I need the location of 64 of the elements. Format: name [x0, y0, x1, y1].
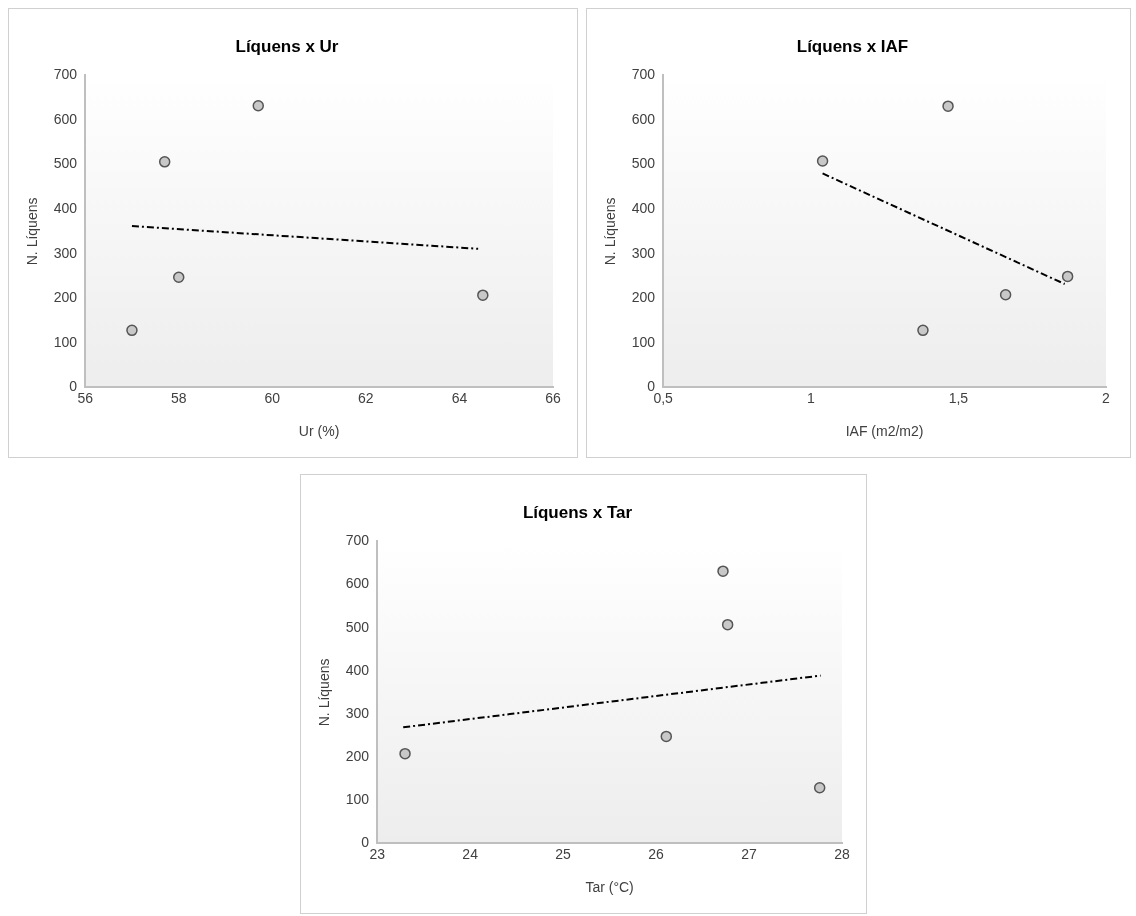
point — [126, 324, 138, 337]
y-tick-label: 500 — [345, 618, 370, 635]
x-tick-label: 23 — [369, 845, 386, 862]
y-tick-label: 200 — [631, 289, 656, 306]
y-tick-label: 400 — [631, 199, 656, 216]
y-tick-label: 200 — [53, 289, 78, 306]
chart-title: Líquens x IAF — [796, 36, 909, 56]
y-tick-label: 600 — [631, 110, 656, 127]
y-tick-label: 300 — [53, 244, 78, 261]
y-tick-label: 600 — [53, 110, 78, 127]
point — [717, 565, 729, 577]
x-tick-label: 0,5 — [653, 389, 674, 406]
point — [917, 324, 929, 337]
x-tick-label: 25 — [555, 845, 572, 862]
chart-title: Líquens x Tar — [522, 502, 633, 522]
y-tick-label: 500 — [53, 155, 78, 172]
x-tick-label: 56 — [77, 389, 94, 406]
y-tick-label: 700 — [345, 532, 370, 549]
y-tick-label: 0 — [69, 378, 78, 395]
y-tick-label: 200 — [345, 747, 370, 764]
x-axis-title: Ur (%) — [298, 423, 340, 440]
y-axis-title: N. Líquens — [24, 197, 41, 266]
point — [477, 289, 489, 301]
y-axis-title: N. Líquens — [602, 197, 619, 266]
y-tick-label: 100 — [53, 333, 78, 350]
point — [172, 271, 185, 284]
y-tick-label: 600 — [345, 575, 370, 592]
point — [721, 618, 734, 631]
point — [999, 288, 1012, 301]
y-tick-label: 300 — [345, 704, 370, 721]
x-tick-label: 66 — [545, 389, 561, 406]
x-tick-label: 24 — [462, 845, 479, 862]
point — [660, 730, 673, 743]
x-axis-title: IAF (m2/m2) — [845, 423, 924, 440]
point — [158, 156, 171, 168]
x-tick-label: 26 — [648, 845, 665, 862]
x-tick-label: 27 — [741, 845, 758, 862]
x-tick-label: 1 — [806, 389, 815, 406]
x-axis-title: Tar (°C) — [585, 879, 634, 896]
point — [1061, 270, 1074, 283]
x-tick-label: 64 — [451, 389, 468, 406]
y-tick-label: 700 — [53, 66, 78, 83]
y-tick-label: 100 — [345, 791, 370, 808]
x-tick-label: 60 — [264, 389, 281, 406]
y-tick-label: 400 — [53, 199, 78, 216]
y-tick-label: 0 — [361, 834, 370, 851]
x-tick-label: 28 — [834, 845, 850, 862]
x-tick-label: 62 — [358, 389, 374, 406]
point — [813, 782, 826, 794]
point — [252, 99, 265, 112]
y-tick-label: 100 — [631, 333, 656, 350]
x-tick-label: 2 — [1102, 389, 1111, 406]
point — [942, 100, 954, 112]
point — [816, 155, 829, 167]
y-tick-label: 400 — [345, 661, 370, 678]
y-tick-label: 0 — [647, 378, 656, 395]
x-tick-label: 1,5 — [948, 389, 969, 406]
chart-title: Líquens x Ur — [235, 36, 339, 56]
y-tick-label: 700 — [631, 66, 656, 83]
point — [399, 747, 411, 760]
y-tick-label: 500 — [631, 155, 656, 172]
y-axis-title: N. Líquens — [316, 658, 333, 727]
y-tick-label: 300 — [631, 244, 656, 261]
x-tick-label: 58 — [170, 389, 187, 406]
